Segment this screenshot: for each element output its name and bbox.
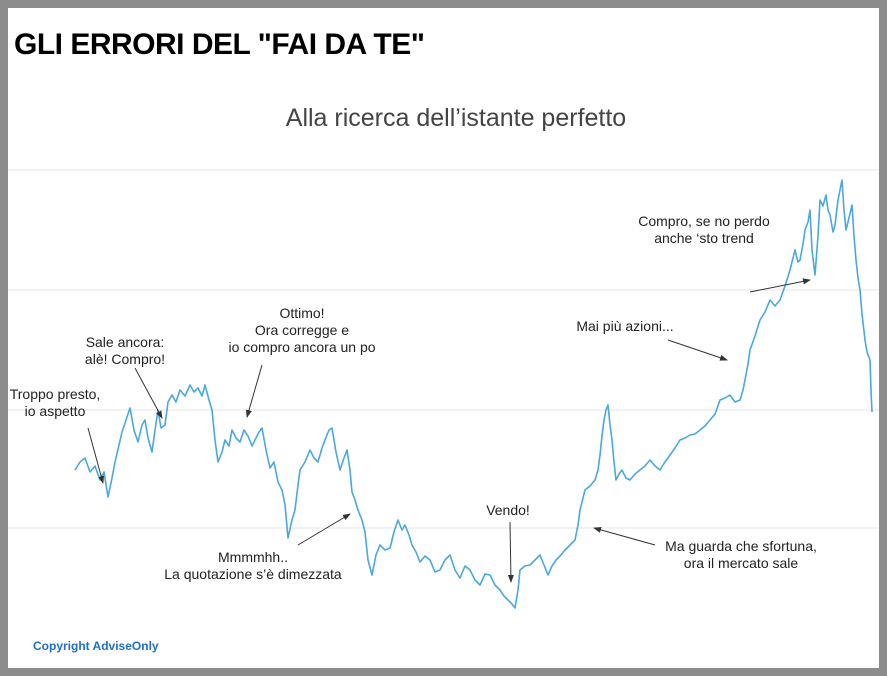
annotation: io aspetto [25,403,86,419]
annotation: alè! Compro! [85,351,165,367]
annotation: Mmmmhh.. [218,549,288,565]
annotation: Troppo presto, [10,386,101,402]
annotation: Sale ancora: [86,334,165,350]
annotation: Ora corregge e [255,322,349,338]
page-title: GLI ERRORI DEL "FAI DA TE" [14,28,424,61]
grid [8,169,879,529]
annotation: Compro, se no perdo [638,213,770,229]
annotation: La quotazione s’è dimezzata [164,566,342,582]
annotation: anche ‘sto trend [654,230,754,246]
price-line [74,179,873,609]
annotation: Mai più azioni... [576,318,673,334]
arrows [87,278,811,583]
copyright: Copyright AdviseOnly [33,639,159,653]
annotation: Ottimo! [279,305,324,321]
annotation: Ma guarda che sfortuna, [665,538,817,554]
annotation: ora il mercato sale [684,555,799,571]
annotation: io compro ancora un po [228,339,375,355]
chart-title: Alla ricerca dell’istante perfetto [286,104,626,132]
annotation: Vendo! [486,502,530,518]
